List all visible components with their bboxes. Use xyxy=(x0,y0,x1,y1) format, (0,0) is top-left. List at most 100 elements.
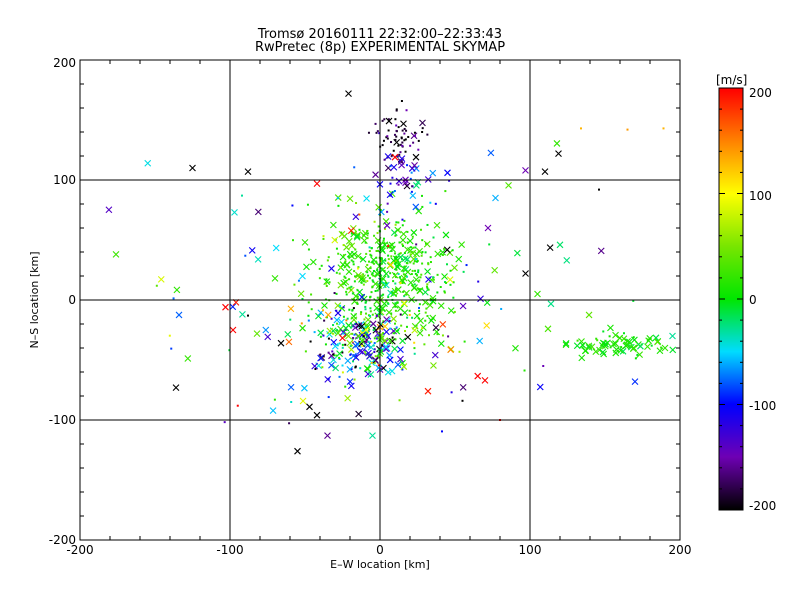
data-point-cross xyxy=(365,349,372,357)
data-point-cross xyxy=(411,326,419,334)
data-point-dot xyxy=(394,282,397,285)
colorbar-strip xyxy=(719,128,743,130)
colorbar-strip xyxy=(719,286,743,288)
colorbar-strip xyxy=(719,322,743,324)
colorbar-strip xyxy=(719,508,743,510)
colorbar-strip xyxy=(719,255,743,257)
data-point-dot xyxy=(345,293,348,296)
data-point-dot xyxy=(426,287,429,290)
colorbar-strip xyxy=(719,480,743,482)
data-point-cross xyxy=(619,347,627,355)
colorbar-strip xyxy=(719,233,743,235)
colorbar-strip xyxy=(719,451,743,453)
data-point-cross xyxy=(346,339,354,347)
colorbar-strip xyxy=(719,205,743,207)
data-point-dot xyxy=(350,285,353,288)
data-point-dot xyxy=(342,244,345,247)
colorbar-strip xyxy=(719,389,743,391)
data-point-dot xyxy=(458,350,461,353)
data-point-dot xyxy=(351,332,354,335)
colorbar-strip xyxy=(719,386,743,388)
colorbar-strip xyxy=(719,273,743,275)
colorbar-strip xyxy=(719,414,743,416)
data-point-cross xyxy=(602,340,609,348)
colorbar-strip xyxy=(719,370,743,372)
data-point-cross xyxy=(386,356,394,364)
colorbar-strip xyxy=(719,172,743,174)
data-point-dot xyxy=(353,333,356,336)
data-point-dot xyxy=(391,336,394,339)
data-point-dot xyxy=(304,350,307,353)
colorbar-strip xyxy=(719,196,743,198)
colorbar-strip xyxy=(719,435,743,437)
data-point-dot xyxy=(338,272,341,275)
data-point-dot xyxy=(411,269,414,272)
colorbar-strip xyxy=(719,243,743,245)
data-point-dot xyxy=(394,276,397,279)
data-point-dot xyxy=(320,264,323,267)
data-point-dot xyxy=(332,353,335,356)
data-point-dot xyxy=(406,316,409,319)
data-point-dot xyxy=(372,280,375,283)
data-point-cross xyxy=(364,342,372,349)
data-point-dot xyxy=(358,213,361,216)
data-point-dot xyxy=(414,134,417,137)
colorbar-strip xyxy=(719,388,743,390)
data-point-dot xyxy=(392,246,395,249)
data-point-dot xyxy=(581,346,584,349)
data-point-dot xyxy=(384,227,387,230)
data-point-cross xyxy=(434,250,442,258)
data-point-cross xyxy=(372,171,379,179)
data-point-dot xyxy=(354,275,357,278)
colorbar-strip xyxy=(719,185,743,187)
data-point-dot xyxy=(346,287,349,290)
data-point-dot xyxy=(335,271,338,274)
colorbar-strip xyxy=(719,450,743,452)
data-point-dot xyxy=(378,356,381,359)
data-point-cross xyxy=(654,338,661,346)
data-point-dot xyxy=(353,166,356,169)
data-point-cross xyxy=(254,255,262,263)
data-point-dot xyxy=(378,287,381,290)
chart-subtitle: RwPretec (8p) EXPERIMENTAL SKYMAP xyxy=(254,40,506,55)
data-point-dot xyxy=(394,223,397,226)
data-point-cross xyxy=(416,247,423,255)
data-point-cross xyxy=(344,357,352,365)
data-point-cross xyxy=(597,247,605,255)
colorbar-strip xyxy=(719,313,743,315)
data-point-dot xyxy=(380,246,383,249)
data-point-cross xyxy=(416,287,424,294)
colorbar-strip xyxy=(719,481,743,483)
data-point-cross xyxy=(447,346,455,354)
data-point-dot xyxy=(380,257,383,260)
data-point-dot xyxy=(347,255,350,258)
colorbar-strip xyxy=(719,462,743,464)
data-point-dot xyxy=(377,335,380,338)
data-point-cross xyxy=(229,326,237,334)
colorbar-strip xyxy=(719,334,743,336)
data-point-cross xyxy=(313,180,321,187)
data-point-dot xyxy=(418,288,421,291)
data-point-dot xyxy=(351,292,354,295)
data-point-cross xyxy=(626,338,633,346)
data-point-cross xyxy=(331,342,339,350)
colorbar-strip xyxy=(719,331,743,333)
data-point-cross xyxy=(562,341,570,349)
data-point-dot xyxy=(290,401,293,404)
colorbar-strip xyxy=(719,144,743,146)
colorbar-strip xyxy=(719,382,743,384)
data-point-dot xyxy=(394,302,397,305)
data-point-dot xyxy=(397,221,400,224)
data-point-cross xyxy=(388,337,396,345)
colorbar-strip xyxy=(719,248,743,250)
data-point-dot xyxy=(353,280,356,283)
colorbar-strip xyxy=(719,119,743,121)
data-point-cross xyxy=(401,255,409,263)
data-point-dot xyxy=(367,340,370,343)
colorbar-strip xyxy=(719,352,743,354)
colorbar-strip xyxy=(719,244,743,246)
data-point-dot xyxy=(500,307,503,310)
colorbar-strip xyxy=(719,224,743,226)
data-point-dot xyxy=(370,273,373,276)
data-point-cross xyxy=(342,324,350,332)
